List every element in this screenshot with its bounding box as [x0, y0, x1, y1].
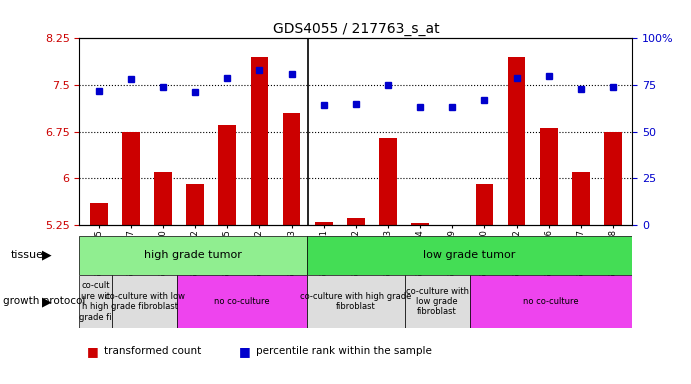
Text: growth protocol: growth protocol	[3, 296, 86, 306]
Bar	[251, 57, 268, 225]
Text: ■: ■	[238, 345, 250, 358]
Text: co-culture with
low grade
fibroblast: co-culture with low grade fibroblast	[406, 286, 468, 316]
Bar	[112, 275, 177, 328]
Text: co-culture with high grade
fibroblast: co-culture with high grade fibroblast	[300, 292, 412, 311]
Text: transformed count: transformed count	[104, 346, 201, 356]
Bar	[572, 172, 589, 225]
Bar	[122, 131, 140, 225]
Text: tissue: tissue	[10, 250, 44, 260]
Bar	[79, 236, 307, 275]
Text: no co-culture: no co-culture	[214, 297, 270, 306]
Bar	[79, 275, 112, 328]
Bar	[315, 222, 332, 225]
Bar	[347, 218, 365, 225]
Bar	[218, 125, 236, 225]
Text: co-cult
ure wit
h high
grade fi: co-cult ure wit h high grade fi	[79, 281, 112, 321]
Bar	[307, 275, 405, 328]
Text: percentile rank within the sample: percentile rank within the sample	[256, 346, 432, 356]
Bar	[154, 172, 172, 225]
Bar	[508, 57, 525, 225]
Text: ■: ■	[86, 345, 98, 358]
Bar	[90, 203, 108, 225]
Title: GDS4055 / 217763_s_at: GDS4055 / 217763_s_at	[272, 22, 439, 36]
Text: ▶: ▶	[42, 295, 52, 308]
Bar	[379, 138, 397, 225]
Text: ▶: ▶	[42, 249, 52, 262]
Bar	[411, 223, 429, 225]
Bar	[604, 131, 622, 225]
Bar	[475, 184, 493, 225]
Text: no co-culture: no co-culture	[523, 297, 579, 306]
Bar	[405, 275, 470, 328]
Bar	[540, 128, 558, 225]
Bar	[470, 275, 632, 328]
Text: high grade tumor: high grade tumor	[144, 250, 243, 260]
Bar	[187, 184, 204, 225]
Text: co-culture with low
grade fibroblast: co-culture with low grade fibroblast	[104, 292, 184, 311]
Bar	[177, 275, 307, 328]
Text: low grade tumor: low grade tumor	[424, 250, 516, 260]
Bar	[307, 236, 632, 275]
Bar	[283, 113, 301, 225]
